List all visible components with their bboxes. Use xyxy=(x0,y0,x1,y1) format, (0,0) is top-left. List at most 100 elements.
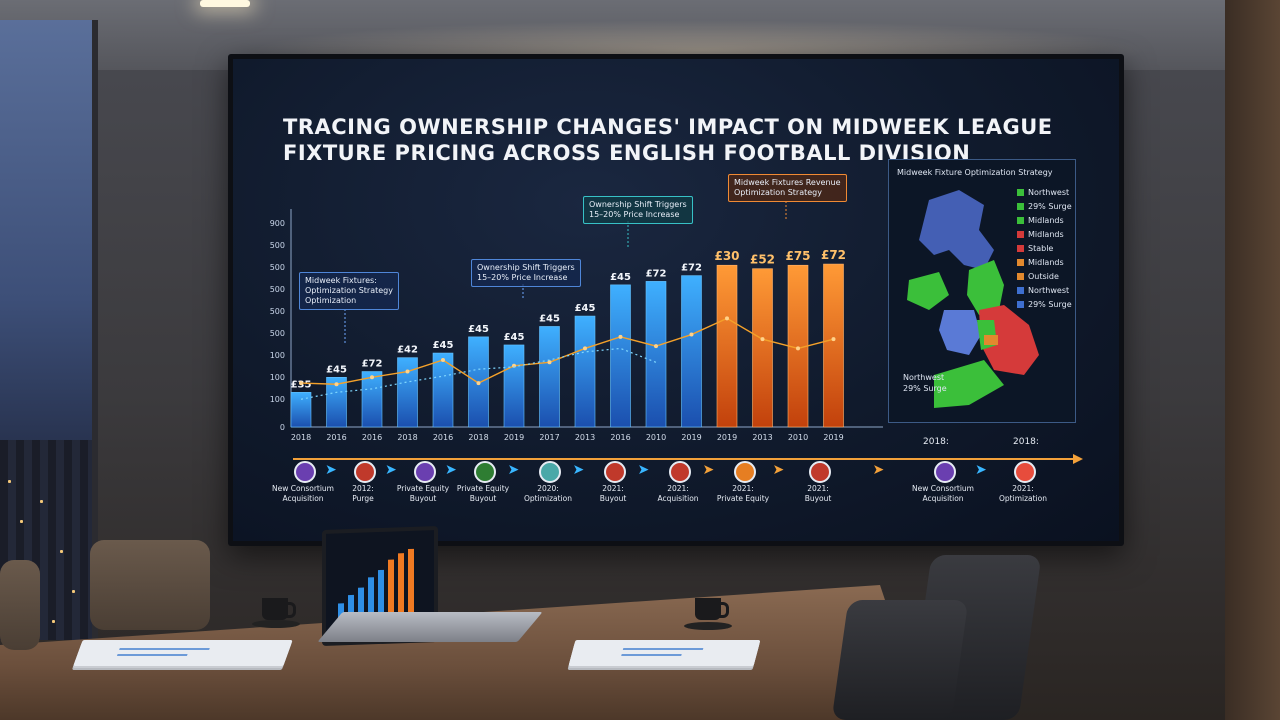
bar-value-label: £42 xyxy=(397,345,418,356)
legend-label: Midlands xyxy=(1028,216,1064,225)
legend-swatch xyxy=(1017,287,1024,294)
timeline-event-label: Private Equity Buyout xyxy=(448,484,518,504)
club-crest-icon xyxy=(354,461,376,483)
callout-1-line-1: Midweek Fixtures: xyxy=(305,276,377,285)
chart-bar xyxy=(361,371,383,428)
map-legend-item: Northwest xyxy=(1017,286,1069,295)
chart-bar xyxy=(574,315,596,428)
timeline-event-line-1: New Consortium xyxy=(272,484,334,493)
coffee-mug-right xyxy=(695,598,729,620)
saucer-left xyxy=(252,620,300,628)
timeline-event-line-2: Acquisition xyxy=(922,494,964,503)
price-line-point xyxy=(441,357,445,362)
callout-4-line-1: Midweek Fixtures Revenue xyxy=(734,178,841,187)
bar-value-label: £72 xyxy=(681,263,702,274)
x-tick-label: 2013 xyxy=(575,433,595,442)
timeline-event-label: 2021: Buyout xyxy=(783,484,853,504)
club-crest-icon xyxy=(414,461,436,483)
timeline-arrow-icon: ➤ xyxy=(572,462,585,478)
timeline-event-line-1: Private Equity xyxy=(396,484,450,493)
legend-swatch xyxy=(1017,231,1024,238)
chart-bar xyxy=(397,357,418,428)
timeline-event-label: 2020: Optimization xyxy=(513,484,583,504)
callout-1-line-3: Optimization xyxy=(305,296,357,305)
paper-stack-right xyxy=(568,640,761,666)
timeline-event-line-2: Private Equity xyxy=(716,494,770,503)
y-tick-label: 100 xyxy=(270,373,285,382)
legend-swatch xyxy=(1017,203,1024,210)
y-tick-label: 900 xyxy=(270,219,285,228)
y-tick-label-zero: 0 xyxy=(280,423,285,432)
timeline-arrow-icon: ➤ xyxy=(702,462,715,478)
timeline-arrow-icon: ➤ xyxy=(507,462,520,478)
x-tick-label: 2013 xyxy=(752,433,772,442)
timeline-event-line-2: Optimization xyxy=(999,494,1047,503)
legend-swatch xyxy=(1017,259,1024,266)
timeline-year-label: 2018: xyxy=(923,437,949,447)
club-crest-icon xyxy=(1014,461,1036,483)
map-legend-item: Midlands xyxy=(1017,216,1064,225)
x-tick-label: 2017 xyxy=(539,433,559,442)
timeline-event-line-2: Buyout xyxy=(469,494,497,503)
club-crest-icon xyxy=(809,461,831,483)
x-tick-label: 2010 xyxy=(646,433,666,442)
callout-midweek-optimization: Midweek Fixtures: Optimization Strategy … xyxy=(299,272,399,310)
callout-ownership-shift-1: Ownership Shift Triggers 15–20% Price In… xyxy=(471,259,581,287)
legend-label: Northwest xyxy=(1028,188,1070,197)
map-region-southwest xyxy=(934,360,1004,408)
trend-line xyxy=(300,347,657,400)
map-region-north xyxy=(967,260,1004,315)
timeline-event-label: Private Equity Buyout xyxy=(388,484,458,504)
bar-value-label: £30 xyxy=(714,249,739,263)
price-line-point xyxy=(299,381,303,386)
timeline-event-label: New Consortium Acquisition xyxy=(908,484,978,504)
map-legend-item: Stable xyxy=(1017,244,1053,253)
bar-value-label: £45 xyxy=(468,324,489,335)
timeline-event-line-2: Buyout xyxy=(409,494,437,503)
legend-swatch xyxy=(1017,301,1024,308)
x-tick-label: 2019 xyxy=(504,433,524,442)
y-tick-label: 100 xyxy=(270,351,285,360)
chair-back-left xyxy=(90,540,210,630)
callout-2-line-2: 15–20% Price Increase xyxy=(477,273,568,282)
legend-label: 29% Surge xyxy=(1028,202,1072,211)
x-tick-label: 2016 xyxy=(610,433,630,442)
chart-bar xyxy=(539,326,560,428)
map-legend-item: Outside xyxy=(1017,272,1059,281)
callout-1-line-2: Optimization Strategy xyxy=(305,286,393,295)
timeline-event-line-1: Private Equity xyxy=(456,484,510,493)
coffee-mug-left xyxy=(262,598,296,620)
map-note: Northwest 29% Surge xyxy=(903,372,947,394)
price-line-point xyxy=(334,382,339,387)
map-title: Midweek Fixture Optimization Strategy xyxy=(897,168,1053,177)
bar-value-label: £45 xyxy=(575,303,596,314)
price-line-point xyxy=(547,360,552,365)
legend-label: Midlands xyxy=(1028,258,1064,267)
bar-value-label: £52 xyxy=(750,253,775,267)
club-crest-icon xyxy=(294,461,316,483)
timeline-event-label: 2021: Acquisition xyxy=(643,484,713,504)
display-screen: Tracing Ownership Changes' Impact on Mid… xyxy=(233,59,1119,541)
chart-bar xyxy=(681,275,702,428)
club-crest-icon xyxy=(669,461,691,483)
callout-2-line-1: Ownership Shift Triggers xyxy=(477,263,575,272)
window xyxy=(0,20,98,640)
timeline-event-line-2: Optimization xyxy=(524,494,572,503)
price-line-point xyxy=(405,369,410,374)
legend-swatch xyxy=(1017,245,1024,252)
saucer-right xyxy=(684,622,732,630)
chart-bar xyxy=(752,268,773,428)
chart-bar xyxy=(645,281,667,428)
timeline-event-line-1: 2020: xyxy=(537,484,559,493)
timeline-event-line-2: Acquisition xyxy=(657,494,699,503)
legend-swatch xyxy=(1017,189,1024,196)
timeline-event-line-1: 2021: xyxy=(602,484,624,493)
x-tick-label: 2016 xyxy=(362,433,382,442)
bar-value-label: £72 xyxy=(646,268,667,279)
timeline-event-line-1: New Consortium xyxy=(912,484,974,493)
y-tick-label: 500 xyxy=(270,263,285,272)
callout-3-line-1: Ownership Shift Triggers xyxy=(589,200,687,209)
price-line-point xyxy=(796,346,800,351)
timeline-event-label: 2021: Private Equity xyxy=(708,484,778,504)
timeline-event-line-2: Buyout xyxy=(599,494,627,503)
